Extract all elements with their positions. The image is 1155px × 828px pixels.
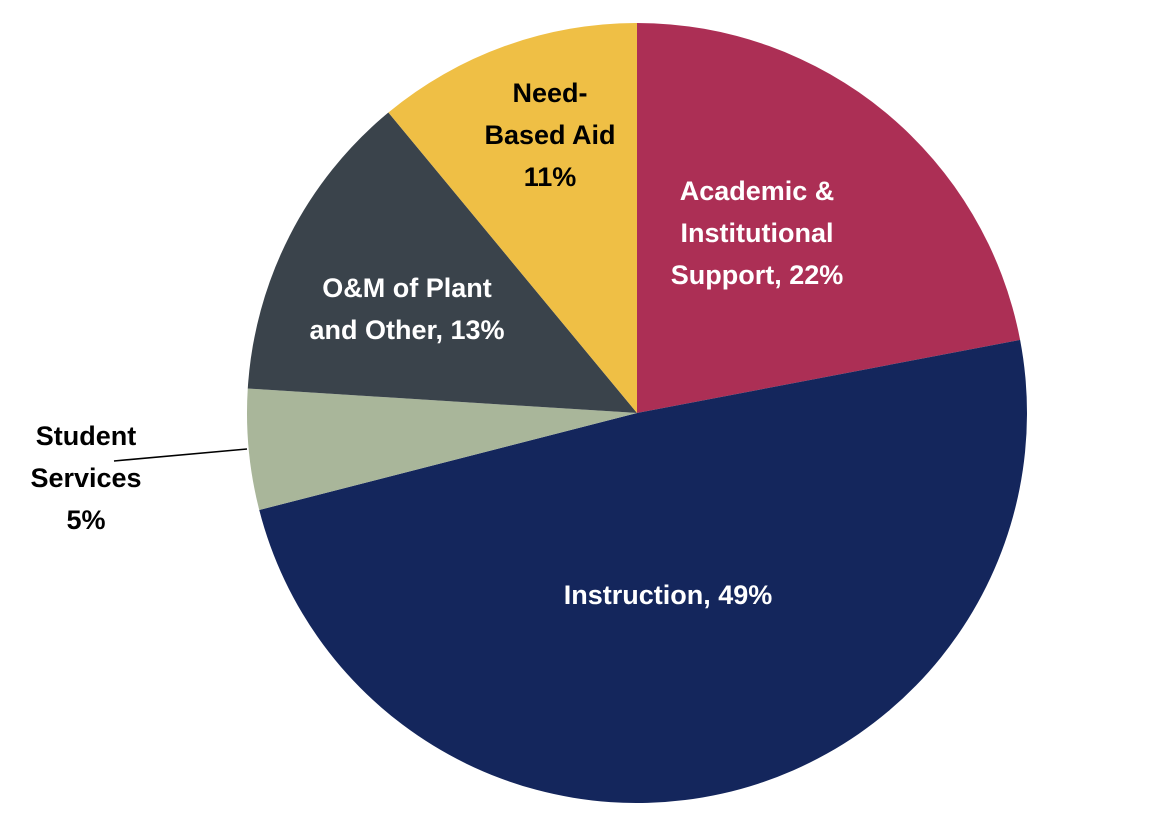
pie-slice-need-based-aid [388,23,637,413]
leader-line-student-services [113,448,248,462]
pie-slice-student-services [246,388,638,510]
pie-slice-o-m-of-plant-and-other [247,112,637,413]
pie-slice-academic-institutional-support [637,23,1021,413]
pie-slice-instruction [259,339,1028,804]
